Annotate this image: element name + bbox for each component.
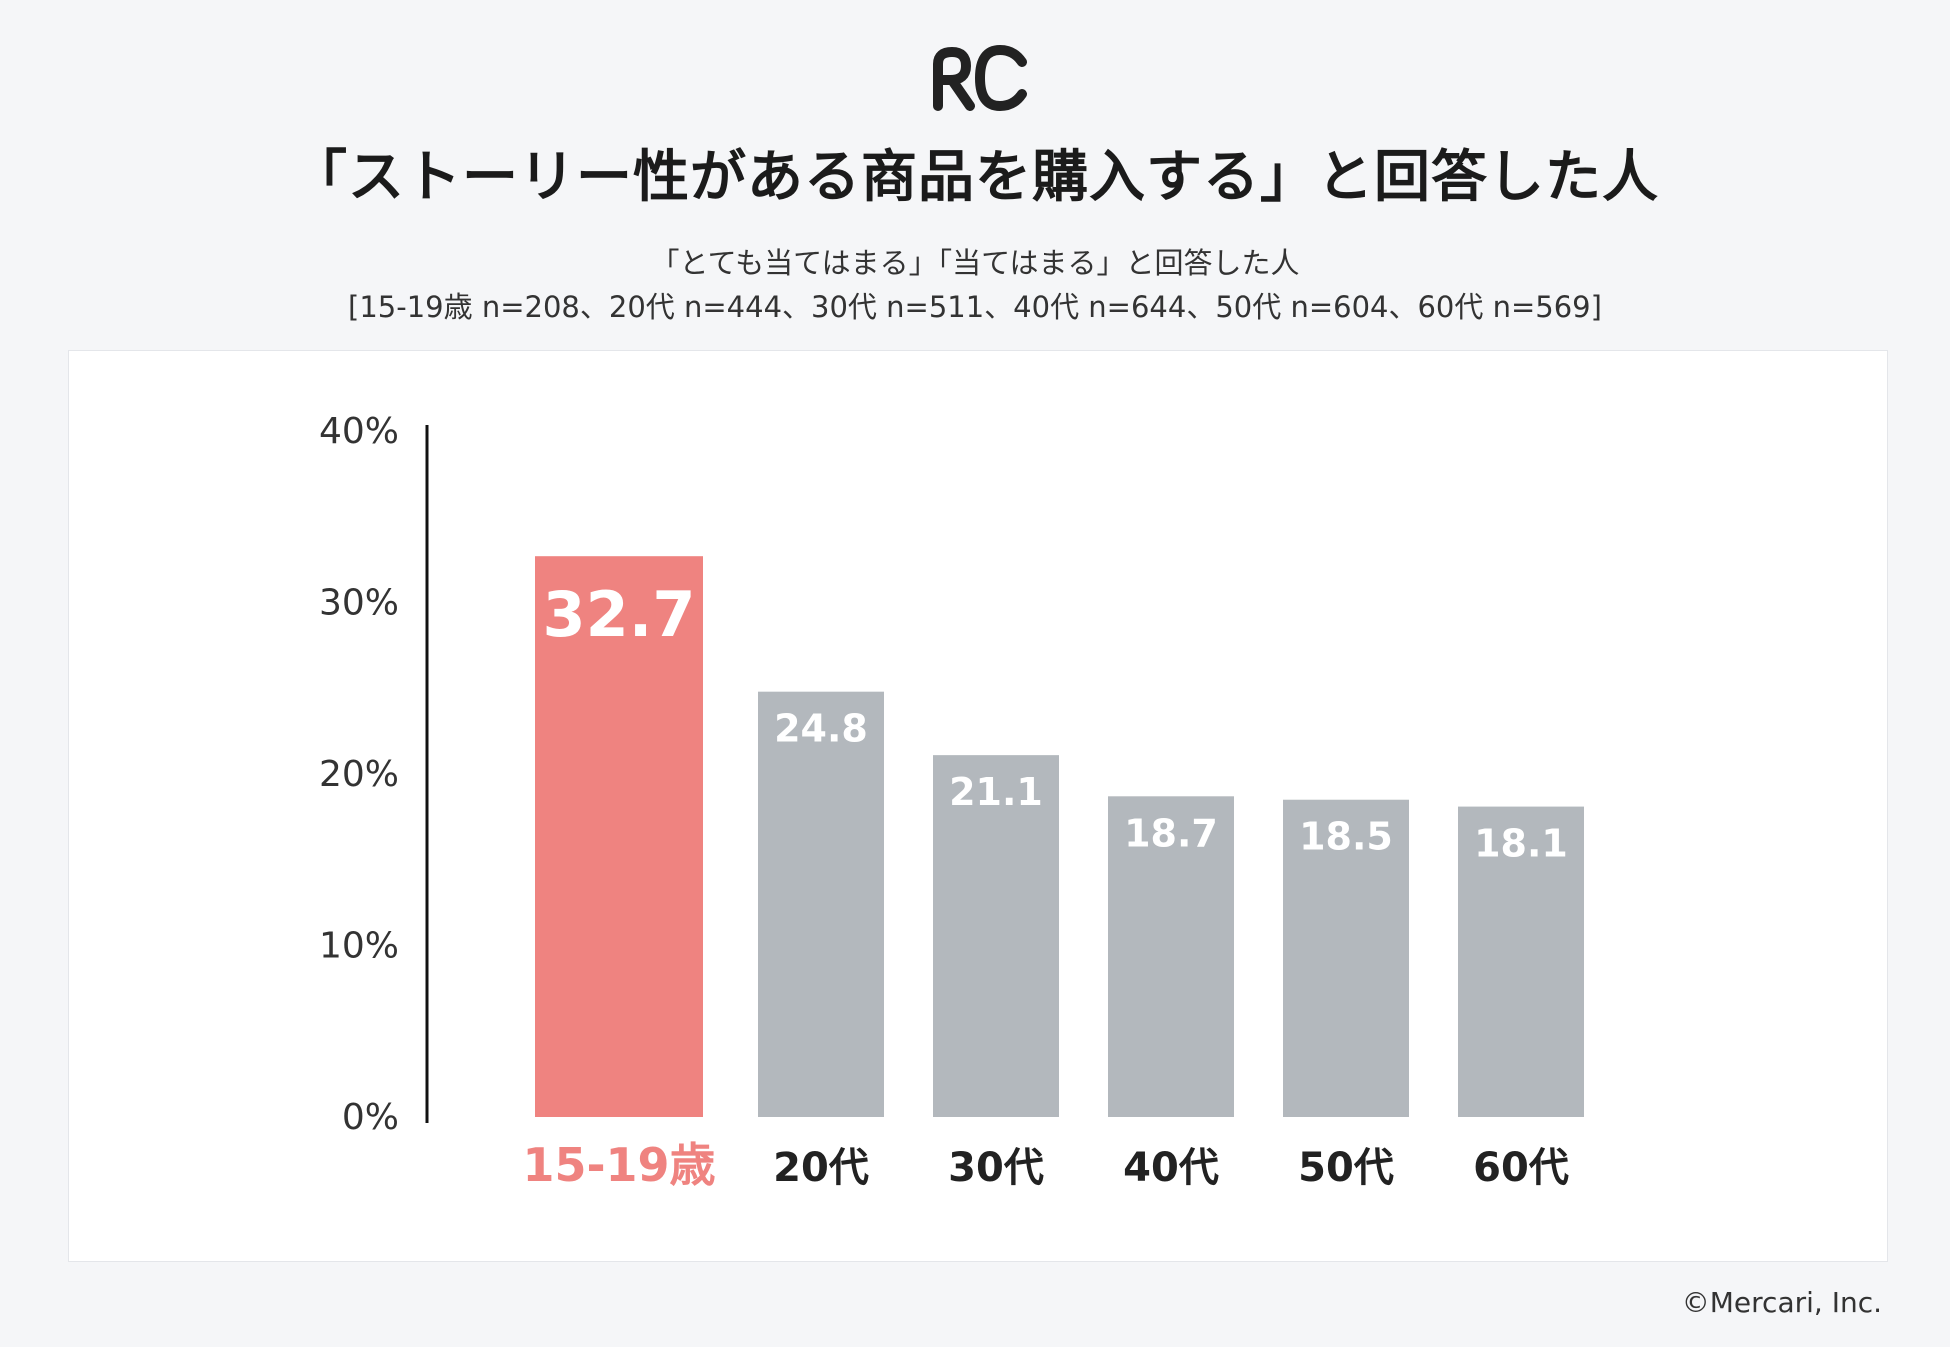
data-label: 18.7: [1124, 811, 1218, 855]
chart-panel: 0% 10% 20% 30% 40% 32.7 15-19歳 24.8 20代 21.1 30代 18…: [68, 350, 1888, 1262]
data-label: 32.7: [543, 578, 696, 651]
bar-40代: [1108, 796, 1234, 1117]
x-tick-label: 20代: [773, 1145, 869, 1191]
sample-size-note: [15-19歳 n=208、20代 n=444、30代 n=511、40代 n=…: [348, 290, 1602, 324]
copyright: ©Mercari, Inc.: [1681, 1286, 1882, 1319]
data-label: 18.1: [1474, 822, 1568, 866]
x-tick-label: 50代: [1298, 1145, 1394, 1191]
bar-chart: 0% 10% 20% 30% 40% 32.7 15-19歳 24.8 20代 21.1 30代 18…: [319, 411, 1584, 1192]
data-label: 21.1: [949, 770, 1043, 814]
bar-20代: [758, 691, 884, 1117]
bar-30代: [933, 755, 1059, 1117]
chart-subtitle: 「とても当てはまる」「当てはまる」と回答した人: [650, 246, 1300, 280]
y-tick-label: 0%: [342, 1097, 399, 1138]
x-tick-label: 15-19歳: [522, 1138, 715, 1192]
data-label: 18.5: [1299, 815, 1393, 859]
bar-60代: [1458, 806, 1584, 1117]
data-label: 24.8: [774, 707, 868, 751]
x-tick-label: 60代: [1473, 1145, 1569, 1191]
y-tick-label: 10%: [319, 926, 399, 967]
x-tick-label: 30代: [948, 1145, 1044, 1191]
chart-title: 「ストーリー性がある商品を購入する」と回答した人: [291, 145, 1659, 210]
rc-logo-icon: [933, 44, 1027, 112]
bar-50代: [1283, 799, 1409, 1117]
y-tick-label: 20%: [319, 754, 399, 795]
y-tick-label: 40%: [319, 411, 399, 452]
y-tick-label: 30%: [319, 583, 399, 624]
bar-15-19歳: [535, 556, 703, 1117]
x-tick-label: 40代: [1123, 1145, 1219, 1191]
